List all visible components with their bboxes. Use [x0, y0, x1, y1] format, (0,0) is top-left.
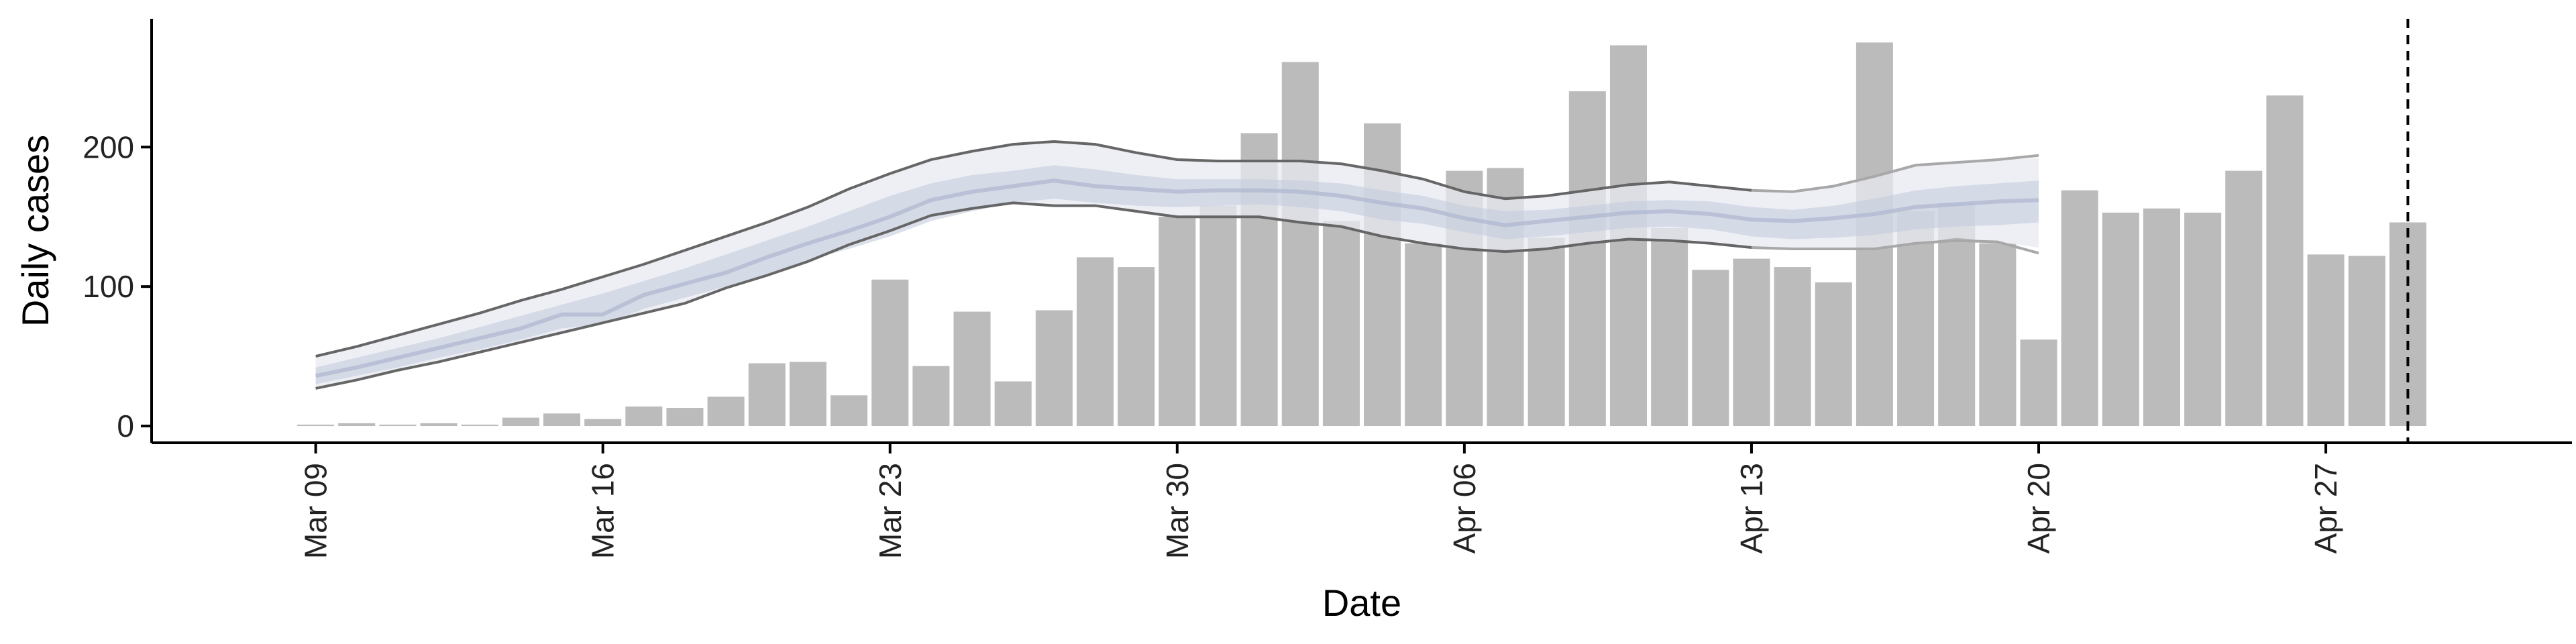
x-tick-label: Apr 06: [1447, 463, 1482, 554]
bar: [1035, 310, 1073, 427]
bars-layer: [297, 42, 2426, 427]
bar: [2266, 95, 2304, 427]
x-tick-label: Mar 16: [586, 463, 621, 559]
x-tick-label: Mar 09: [299, 463, 333, 559]
bar: [2348, 256, 2385, 427]
y-tick-label: 200: [83, 129, 134, 164]
bar: [461, 424, 498, 427]
bar: [625, 406, 663, 427]
forecast-upper-line: [1751, 154, 2039, 193]
bar: [1651, 227, 1688, 427]
bar: [1897, 211, 1935, 427]
upper-bound-line: [315, 140, 1752, 358]
x-tick-label: Mar 30: [1160, 463, 1195, 559]
ticks: Mar 09 Mar 16 Mar 23 Mar 30 Apr 06 Apr 13 Apr …: [83, 129, 2343, 559]
bar: [379, 424, 417, 427]
estimate-median-line: [315, 178, 2039, 378]
bar: [1774, 267, 1811, 427]
bar: [502, 417, 539, 427]
bar: [830, 395, 868, 427]
forecast-lower-line: [1751, 239, 2039, 255]
bar: [1692, 270, 1729, 427]
x-tick-label: Apr 20: [2021, 463, 2056, 554]
bar: [2102, 212, 2139, 427]
bar: [420, 423, 458, 427]
bar: [748, 363, 786, 427]
bar: [2143, 208, 2180, 427]
bar: [1281, 62, 1319, 427]
bar: [297, 424, 335, 427]
bar: [1118, 267, 1155, 427]
bar: [1199, 205, 1237, 427]
bar: [666, 408, 704, 427]
estimate-lines: [315, 140, 2039, 390]
estimate-bands: [315, 141, 2039, 388]
estimate-band-50: [315, 165, 2039, 384]
bar: [2184, 212, 2222, 427]
bar: [1159, 217, 1196, 427]
y-axis-title: Daily cases: [14, 135, 56, 327]
bar: [871, 279, 909, 427]
bar: [543, 413, 581, 427]
bar: [1733, 258, 1770, 427]
y-tick-label: 0: [117, 409, 134, 443]
bar: [953, 311, 991, 427]
x-axis-title: Date: [1322, 582, 1401, 624]
bar: [338, 423, 376, 427]
bar: [584, 419, 622, 427]
bar: [1322, 221, 1360, 427]
bar: [1076, 257, 1114, 427]
estimate-band-90: [315, 141, 2039, 388]
bar: [912, 366, 950, 427]
x-tick-label: Apr 13: [1734, 463, 1769, 554]
bar: [1527, 237, 1565, 427]
y-tick-label: 100: [83, 269, 134, 304]
lower-bound-line: [315, 201, 1752, 390]
x-tick-label: Apr 27: [2308, 463, 2343, 554]
bar: [2061, 190, 2098, 427]
bar: [1815, 282, 1852, 427]
bar: [994, 381, 1032, 427]
bar: [789, 362, 826, 427]
bar: [2307, 254, 2345, 427]
bar: [2225, 170, 2263, 427]
x-tick-label: Mar 23: [873, 463, 908, 559]
bar: [2020, 339, 2057, 427]
bar: [1568, 91, 1606, 427]
bar: [1979, 243, 2017, 427]
axes: [150, 19, 2572, 444]
bar: [707, 396, 745, 427]
bar: [1405, 243, 1442, 427]
